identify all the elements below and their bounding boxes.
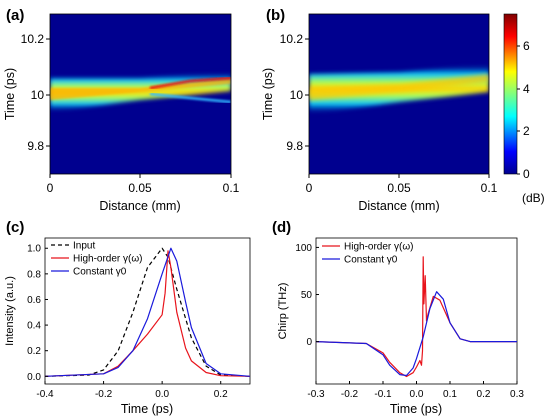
xtick-a-1: 0.05 [128,181,152,195]
xtick-label: 0.3 [510,389,524,400]
ytick-label: 0 [306,337,312,348]
ytick-label: 0.8 [27,269,41,280]
panel-label-b: (b) [266,7,285,24]
xtick-label: -0.1 [374,389,392,400]
ytick-b-0: 9.8 [286,139,303,153]
ylabel-b: Time (ps) [261,68,275,120]
legend-c: Input High-order γ(ω) Constant γ0 [51,241,143,278]
legend-label-0: High-order γ(ω) [344,242,414,253]
xtick-label: -0.3 [307,389,325,400]
panel-label-a: (a) [6,7,24,24]
xtick-label: 0.0 [410,389,424,400]
ytick-a-1: 10 [31,88,45,102]
ytick-label: 1.0 [27,244,41,255]
ytick-a-2: 10.2 [21,32,45,46]
xtick-label: -0.4 [36,389,54,400]
xlabel-c: Time (ps) [121,402,173,416]
plot-c-axes: -0.4 -0.2 0.0 0.2 0.0 0.2 0.4 0.6 0.8 1.0 [27,244,228,400]
plot-c-series [45,247,250,377]
ytick-label: 0.4 [27,321,41,332]
ytick-b-2: 10.2 [280,32,304,46]
colorbar-tick-2: 2 [523,124,530,138]
heatmap-a-peak-track [149,76,231,90]
colorbar-tick-6: 6 [523,39,530,53]
ylabel-c: Intensity (a.u.) [4,276,16,346]
ytick-label: 0.0 [27,372,41,383]
heatmap-a-split-lobe [149,92,231,104]
series-line-0 [45,247,250,377]
panel-label-c: (c) [6,219,24,236]
xtick-b-2: 0.1 [481,181,498,195]
legend-label-1: Constant γ0 [344,255,398,266]
ytick-label: 50 [301,290,313,301]
xtick-label: 0.2 [214,389,228,400]
heatmap-a-axes: 0 0.05 0.1 9.8 10 10.2 Distance (mm) Tim… [3,32,240,213]
ytick-label: 0.6 [27,295,41,306]
ytick-a-0: 9.8 [27,139,44,153]
xtick-b-0: 0 [306,181,313,195]
heatmap-b-core [309,74,489,100]
plot-d-axes: -0.3 -0.2 -0.1 0.0 0.1 0.2 0.3 0 50 100 [295,243,524,400]
ylabel-a: Time (ps) [3,68,17,120]
colorbar-tick-4: 4 [523,82,530,96]
ytick-label: 100 [295,243,312,254]
plot-d-series [316,256,517,378]
colorbar-tick-0: 0 [523,167,530,181]
heatmap-b-axes: 0 0.05 0.1 9.8 10 10.2 Distance (mm) Tim… [261,32,498,213]
series-line-1 [316,291,517,377]
legend-label-0: Input [73,241,95,252]
xlabel-a: Distance (mm) [99,199,180,213]
colorbar-scale [503,13,518,175]
series-line-2 [45,247,250,377]
heatmap-a [50,14,231,174]
legend-label-1: High-order γ(ω) [73,254,143,265]
xtick-label: -0.2 [341,389,359,400]
ylabel-d: Chirp (THz) [277,283,289,340]
colorbar: 0 2 4 6 (dB) [503,13,545,205]
series-line-0 [316,256,517,378]
xlabel-d: Time (ps) [390,402,442,416]
xlabel-b: Distance (mm) [358,199,439,213]
ytick-b-1: 10 [290,88,304,102]
xtick-a-0: 0 [47,181,54,195]
legend-d: High-order γ(ω) Constant γ0 [322,242,414,266]
xtick-a-2: 0.1 [223,181,240,195]
heatmap-a-core [50,78,231,100]
ytick-label: 0.2 [27,346,41,357]
xtick-b-1: 0.05 [387,181,411,195]
plot-c-frame [44,237,251,385]
xtick-label: 0.0 [155,389,169,400]
legend-label-2: Constant γ0 [73,267,127,278]
xtick-label: 0.2 [477,389,491,400]
colorbar-unit: (dB) [522,191,545,205]
heatmap-b [309,14,489,174]
panel-label-d: (d) [272,219,291,236]
xtick-label: -0.2 [95,389,113,400]
xtick-label: 0.1 [443,389,457,400]
